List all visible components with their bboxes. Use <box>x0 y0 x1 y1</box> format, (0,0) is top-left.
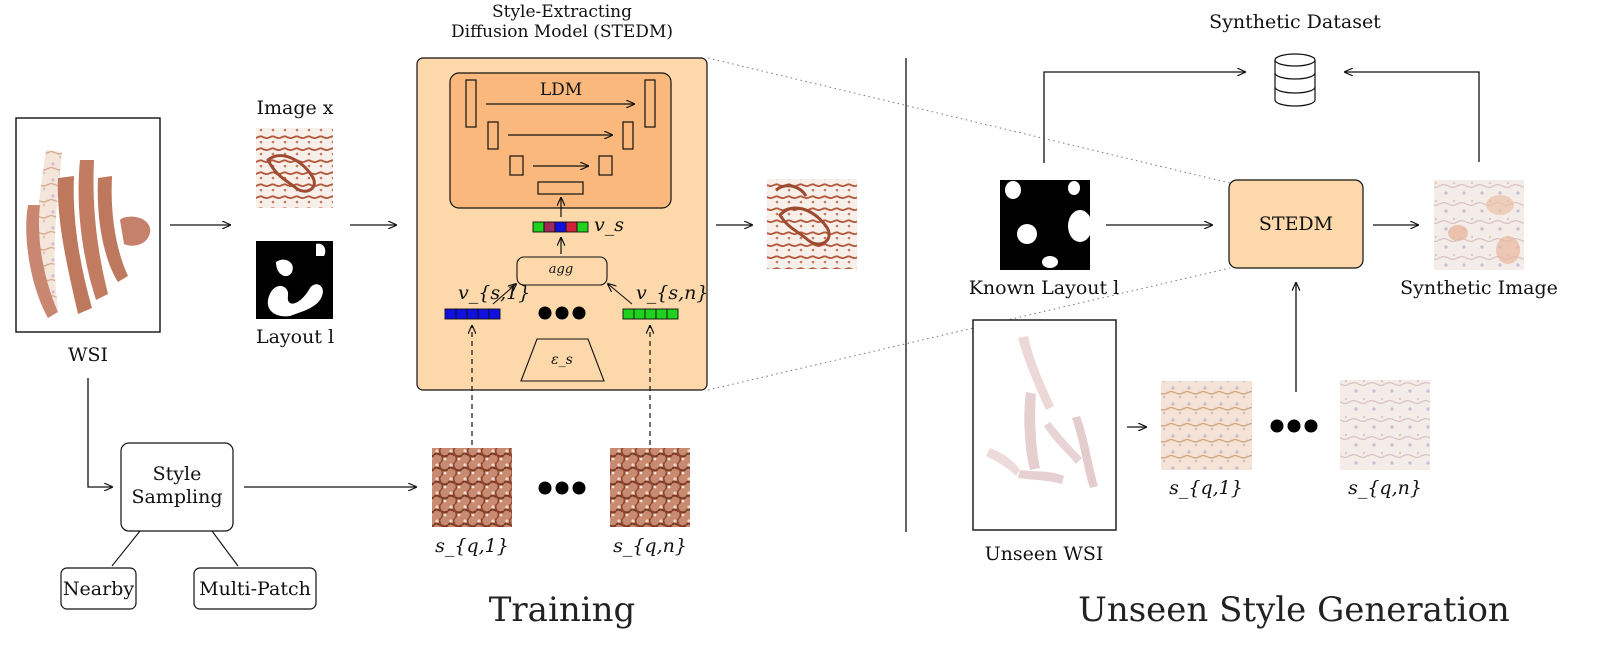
ldm-label: LDM <box>539 80 583 100</box>
stedm-small-label: STEDM <box>1258 213 1334 235</box>
multi-patch-box <box>193 567 317 610</box>
vs1-vector <box>444 308 501 320</box>
synthetic-image-label: Synthetic Image <box>1400 277 1558 299</box>
multi-patch-label: Multi-Patch <box>199 577 311 600</box>
style-patch-sqn <box>610 448 690 527</box>
wsi-tissue <box>26 150 151 318</box>
image-x-label: Image x <box>256 97 334 119</box>
nearby-box <box>60 567 137 610</box>
style-sampling-line2: Sampling <box>131 486 223 508</box>
stedm-title-line2: Diffusion Model (STEDM) <box>451 22 673 42</box>
agg-box <box>516 256 608 286</box>
known-layout-label: Known Layout l <box>968 277 1120 299</box>
sq1-label: s_{q,1} <box>435 535 509 557</box>
style-patch-sq1 <box>432 448 512 527</box>
encoder-shape <box>520 338 605 382</box>
stedm-title-line1: Style-Extracting <box>491 2 633 22</box>
image-x-patch <box>256 128 333 208</box>
stedm-small-box <box>1228 179 1364 269</box>
unseen-sq1-label: s_{q,1} <box>1169 477 1243 499</box>
training-section-title: Training <box>488 590 636 630</box>
vs-label: v_s <box>594 214 624 236</box>
vs1-label: v_{s,1} <box>458 282 531 304</box>
training-output-patch <box>767 179 857 269</box>
vs-vector <box>532 221 589 233</box>
unseen-style-patch-sqn <box>1340 380 1430 470</box>
database-icon <box>1274 53 1316 107</box>
sqn-label: s_{q,n} <box>613 535 687 557</box>
style-sampling-box <box>120 442 234 532</box>
layout-l-label: Layout l <box>255 326 335 348</box>
style-sampling-line1: Style <box>152 463 202 485</box>
unseen-wsi-frame <box>972 319 1117 531</box>
vsn-label: v_{s,n} <box>636 282 709 304</box>
nearby-label: Nearby <box>62 577 135 600</box>
wsi-label: WSI <box>67 344 109 366</box>
agg-label: agg <box>548 262 574 277</box>
unseen-sqn-label: s_{q,n} <box>1348 477 1422 499</box>
synthetic-dataset-label: Synthetic Dataset <box>1209 11 1381 33</box>
unseen-style-patch-sq1 <box>1161 381 1252 470</box>
unseen-wsi-tissue <box>986 336 1098 488</box>
generation-section-title: Unseen Style Generation <box>1078 590 1510 630</box>
encoder-label: ε_s <box>551 352 573 368</box>
vsn-vector <box>622 308 679 320</box>
unseen-wsi-label: Unseen WSI <box>984 543 1104 565</box>
